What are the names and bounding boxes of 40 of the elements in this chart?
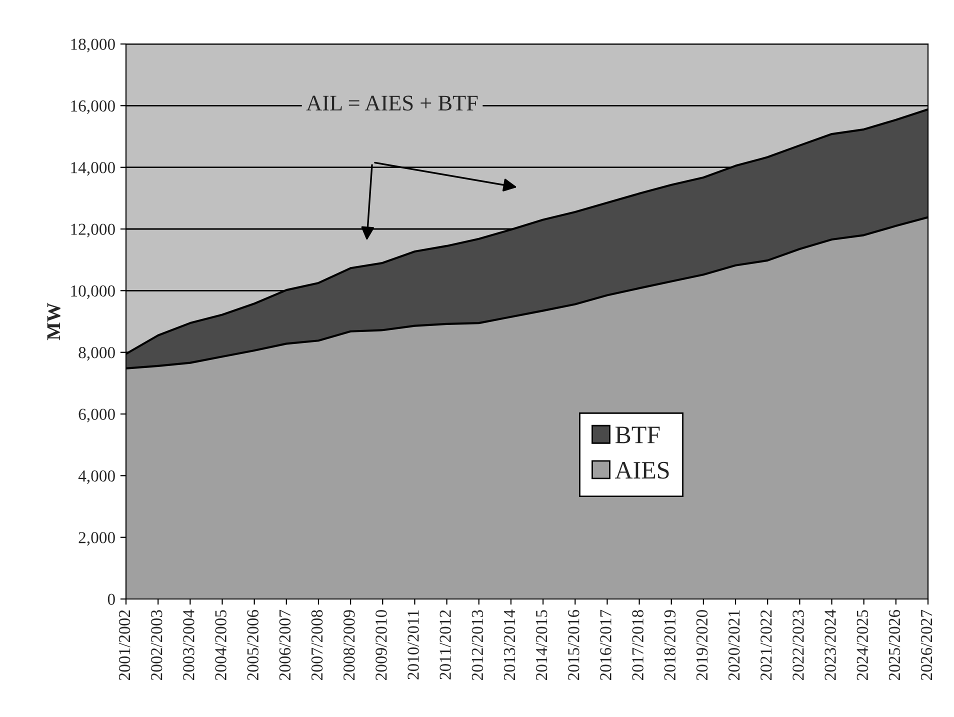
legend-label: BTF <box>615 426 660 444</box>
x-tick-label: 2025/2026 <box>888 610 900 680</box>
y-tick-label: 12,000 <box>71 224 115 238</box>
y-tick-label: 0 <box>108 594 115 605</box>
y-tick-label: 6,000 <box>78 408 115 422</box>
x-tick-label: 2009/2010 <box>376 610 387 680</box>
y-tick-label: 14,000 <box>71 162 115 176</box>
x-tick-label: 2019/2020 <box>696 610 708 680</box>
y-tick-label: 18,000 <box>71 38 115 52</box>
y-tick-label: 10,000 <box>71 285 115 300</box>
x-tick-label: 2002/2003 <box>151 610 162 680</box>
y-tick-label: 16,000 <box>71 100 115 114</box>
x-tick-label: 2005/2006 <box>247 610 258 680</box>
x-tick-label: 2003/2004 <box>183 610 194 680</box>
x-tick-label: 2016/2017 <box>600 610 612 680</box>
x-tick-label: 2001/2002 <box>118 610 130 680</box>
x-tick-label: 2006/2007 <box>279 610 291 680</box>
legend-label: AIES <box>614 462 669 479</box>
x-tick-label: 2013/2014 <box>504 610 516 680</box>
x-tick-label: 2008/2009 <box>343 610 355 680</box>
y-tick-label: 8,000 <box>78 347 115 361</box>
x-tick-label: 2026/2027 <box>920 610 932 680</box>
x-tick-label: 2017/2018 <box>632 610 644 680</box>
x-tick-label: 2012/2013 <box>472 610 484 680</box>
x-tick-label: 2007/2008 <box>311 610 323 680</box>
x-tick-label: 2024/2025 <box>856 610 868 680</box>
x-tick-label: 2020/2021 <box>728 610 740 680</box>
annotation: AIL = AIES + BTF <box>306 96 478 111</box>
x-tick-label: 2004/2005 <box>215 610 226 680</box>
x-tick-label: 2021/2022 <box>760 610 772 680</box>
x-tick-label: 2010/2011 <box>408 610 419 680</box>
x-tick-label: 2015/2016 <box>568 610 580 680</box>
x-tick-label: 2022/2023 <box>792 610 804 680</box>
x-tick-label: 2023/2024 <box>824 610 836 680</box>
x-tick-label: 2014/2015 <box>536 610 548 680</box>
x-tick-label: 2011/2012 <box>440 610 451 680</box>
y-tick-label: 4,000 <box>78 470 115 484</box>
y-axis-title: MW <box>47 302 60 340</box>
y-tick-label: 2,000 <box>78 532 115 546</box>
x-tick-label: 2018/2019 <box>664 610 676 680</box>
